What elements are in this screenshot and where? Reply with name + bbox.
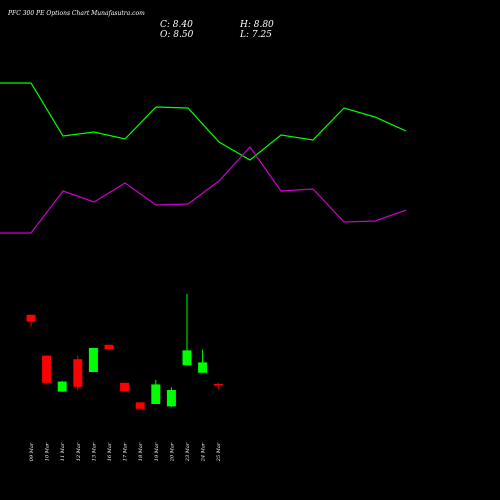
- candle-body: [120, 382, 130, 392]
- candle-body: [166, 390, 176, 407]
- x-tick-label: 09 Mar: [29, 442, 35, 461]
- x-axis-labels: 09 Mar 10 Mar 11 Mar 12 Mar 13 Mar 16 Mar 17 M…: [29, 442, 222, 462]
- green-line: [0, 82, 407, 161]
- candle-body: [104, 344, 114, 350]
- candle-body: [135, 402, 145, 409]
- x-tick-label: 12 Mar: [76, 442, 82, 461]
- x-tick-label: 13 Mar: [91, 442, 97, 461]
- x-tick-label: 11 Mar: [60, 442, 66, 461]
- open-value: O: 8.50: [160, 30, 194, 40]
- close-value: C: 8.40: [160, 20, 193, 30]
- high-value: H: 8.80: [240, 20, 274, 30]
- candle-body: [57, 381, 67, 392]
- magenta-line: [0, 146, 407, 234]
- candle-body: [213, 384, 223, 386]
- candle-body: [151, 384, 161, 404]
- low-value: L: 7.25: [240, 30, 272, 40]
- indicator-lines: [0, 82, 407, 234]
- candle-body: [73, 359, 83, 387]
- candle-body: [26, 314, 36, 322]
- chart-title: PFC 300 PE Options Chart Munafasutra.com: [8, 10, 145, 17]
- x-tick-label: 25 Mar: [216, 442, 222, 462]
- x-tick-label: 18 Mar: [138, 442, 144, 461]
- candle-body: [182, 350, 192, 366]
- candle-body: [198, 362, 208, 373]
- x-tick-label: 10 Mar: [45, 442, 51, 461]
- candle-body: [88, 348, 98, 372]
- x-tick-label: 23 Mar: [185, 442, 191, 462]
- x-tick-label: 24 Mar: [201, 442, 207, 462]
- x-tick-label: 16 Mar: [107, 442, 113, 461]
- x-tick-label: 19 Mar: [154, 442, 160, 461]
- candle-body: [42, 355, 52, 383]
- x-tick-label: 17 Mar: [123, 442, 129, 461]
- x-tick-label: 20 Mar: [169, 442, 175, 462]
- candles: [26, 294, 223, 409]
